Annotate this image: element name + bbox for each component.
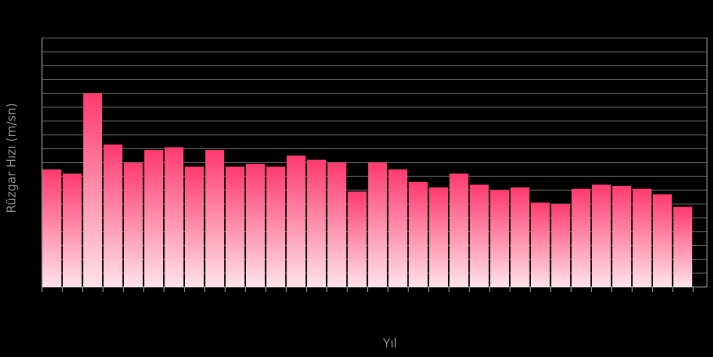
bar [205,150,225,287]
bar [368,162,387,287]
bar [510,187,530,287]
bar [591,184,611,287]
bar [408,181,428,287]
bar [123,162,143,287]
bar [307,159,326,287]
bar [286,155,306,287]
bar [62,173,82,287]
bar [653,194,672,287]
bar [42,169,62,287]
bar [469,184,489,287]
bar [571,188,591,287]
bar [449,173,469,287]
bar [83,93,103,287]
bar [551,204,571,287]
bar [632,188,652,287]
bar [164,147,184,287]
bar [184,166,204,287]
bar [530,202,550,287]
bar [612,186,632,287]
bar [266,166,286,287]
y-axis-label: Rüzgar Hızı (m/sn) [5,103,19,213]
bar [144,150,164,287]
bar [327,162,347,287]
bar [246,163,265,287]
bar [673,206,693,287]
bar [429,187,448,287]
bar [347,191,367,287]
bar [388,169,408,287]
bar [490,190,510,287]
bar [225,166,245,287]
bar [103,144,123,287]
x-axis-label: Yıl [382,337,397,351]
